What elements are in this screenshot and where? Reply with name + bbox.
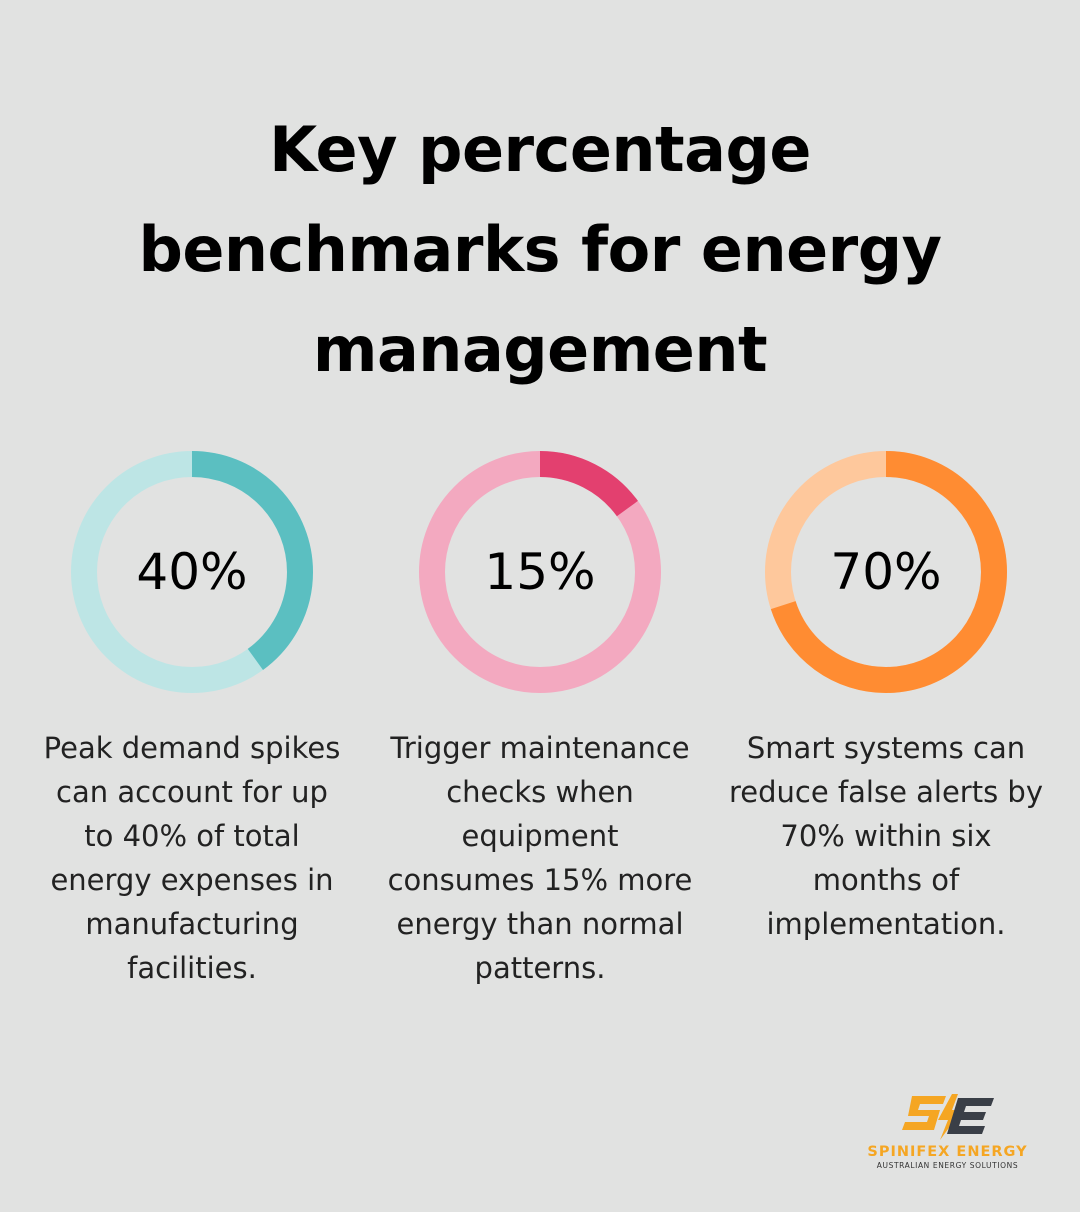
description-line: Trigger maintenance xyxy=(390,731,690,765)
description-line: 70% within six xyxy=(780,819,992,853)
donut-svg xyxy=(419,451,661,693)
description-line: to 40% of total xyxy=(84,819,300,853)
description-line: facilities. xyxy=(127,951,257,985)
logo-mark-icon xyxy=(901,1094,994,1140)
donut-svg xyxy=(71,451,313,693)
description-line: energy than normal xyxy=(396,907,684,941)
page-title: Key percentage benchmarks for energy man… xyxy=(0,100,1080,400)
description-line: checks when xyxy=(446,775,634,809)
stat-description: Peak demand spikes can account for up to… xyxy=(22,726,362,990)
title-line: benchmarks for energy xyxy=(138,213,942,286)
stat-description: Trigger maintenance checks when equipmen… xyxy=(370,726,710,990)
stat-card: 15% Trigger maintenance checks when equi… xyxy=(370,450,710,990)
percentage-label: 40% xyxy=(136,543,248,601)
company-logo: SPINIFEX ENERGY AUSTRALIAN ENERGY SOLUTI… xyxy=(850,1092,1045,1170)
percentage-label: 70% xyxy=(830,543,942,601)
description-line: Peak demand spikes xyxy=(43,731,341,765)
stat-card: 40% Peak demand spikes can account for u… xyxy=(22,450,362,990)
description-line: can account for up xyxy=(56,775,328,809)
donut-arc xyxy=(765,451,1007,693)
title-line: Key percentage xyxy=(269,113,811,186)
donut-chart: 70% xyxy=(764,450,1008,694)
title-line: management xyxy=(312,313,768,386)
logo-tagline: AUSTRALIAN ENERGY SOLUTIONS xyxy=(876,1161,1019,1170)
description-line: patterns. xyxy=(474,951,606,985)
description-line: manufacturing xyxy=(85,907,299,941)
donut-svg xyxy=(765,451,1007,693)
logo-name: SPINIFEX ENERGY xyxy=(867,1144,1028,1160)
donut-chart: 15% xyxy=(418,450,662,694)
description-line: consumes 15% more xyxy=(387,863,693,897)
stat-description: Smart systems can reduce false alerts by… xyxy=(716,726,1056,946)
description-line: energy expenses in xyxy=(50,863,334,897)
description-line: implementation. xyxy=(766,907,1006,941)
donut-chart: 40% xyxy=(70,450,314,694)
donut-arc xyxy=(71,451,313,693)
percentage-label: 15% xyxy=(484,543,596,601)
donut-arc xyxy=(419,451,661,693)
description-line: Smart systems can xyxy=(746,731,1026,765)
stat-card: 70% Smart systems can reduce false alert… xyxy=(716,450,1056,946)
description-line: equipment xyxy=(461,819,619,853)
description-line: months of xyxy=(812,863,960,897)
description-line: reduce false alerts by xyxy=(729,775,1043,809)
